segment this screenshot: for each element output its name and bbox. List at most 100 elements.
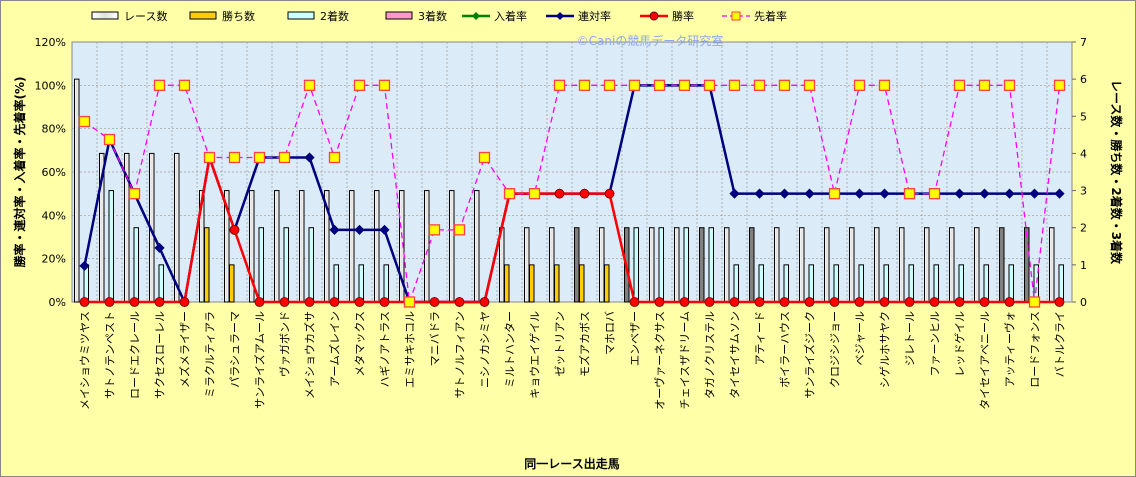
race-count-bar bbox=[424, 190, 430, 303]
race-count-bar bbox=[949, 227, 955, 303]
win-rate-point bbox=[454, 297, 465, 307]
win-rate-point bbox=[754, 297, 765, 307]
legend-label: 3着数 bbox=[418, 9, 447, 23]
win-rate-point bbox=[129, 297, 140, 307]
senchaku-rate-point bbox=[703, 79, 716, 91]
win-rate-point bbox=[954, 297, 965, 307]
x-tick-label: ロードフォンス bbox=[1029, 311, 1042, 388]
second-count-bar bbox=[333, 264, 339, 303]
senchaku-rate-point bbox=[628, 79, 641, 91]
race-count-bar bbox=[224, 190, 230, 303]
senchaku-rate-point bbox=[428, 224, 441, 236]
race-count-bar bbox=[874, 227, 880, 303]
legend-label: 2着数 bbox=[320, 9, 349, 23]
race-count-bar bbox=[749, 227, 755, 303]
y-left-tick-label: 20% bbox=[42, 253, 66, 266]
x-tick-label: ボイラーハウス bbox=[779, 311, 792, 388]
win-rate-point bbox=[979, 297, 990, 307]
win-rate-point bbox=[479, 297, 490, 307]
senchaku-rate-point bbox=[528, 188, 541, 200]
win-rate-point bbox=[679, 297, 690, 307]
second-count-bar bbox=[658, 227, 664, 303]
senchaku-rate-point bbox=[178, 79, 191, 91]
win-rate-point bbox=[329, 297, 340, 307]
second-count-bar bbox=[833, 264, 839, 303]
second-count-bar bbox=[683, 227, 689, 303]
senchaku-rate-point bbox=[1053, 79, 1066, 91]
x-tick-label: ゼットリアン bbox=[554, 311, 567, 377]
senchaku-rate-point bbox=[403, 296, 416, 308]
senchaku-rate-line bbox=[84, 83, 1061, 303]
second-count-bar bbox=[633, 227, 639, 303]
second-count-bar bbox=[883, 264, 889, 303]
y-left-tick-label: 40% bbox=[42, 209, 66, 222]
win-count-bar bbox=[604, 264, 610, 303]
win-rate-point bbox=[79, 297, 90, 307]
senchaku-rate-point bbox=[278, 151, 291, 164]
win-rate-point bbox=[279, 297, 290, 307]
win-rate-point bbox=[704, 297, 715, 307]
senchaku-rate-point bbox=[328, 151, 341, 164]
legend: レース数 勝ち数 2着数 3着数 入着率 連対率 勝率 先着率 bbox=[91, 9, 787, 23]
y-axis-left-title: 勝率・連対率・入着率・先着率(%) bbox=[12, 77, 27, 268]
second-count-bar bbox=[708, 227, 714, 303]
race-count-bar bbox=[974, 227, 980, 303]
rentai-rate-point bbox=[779, 188, 790, 199]
race-count-bar bbox=[374, 190, 380, 303]
second-count-bar bbox=[758, 264, 764, 303]
win-rate-point bbox=[929, 297, 940, 307]
y-axis-right-title: レース数・勝ち数・2着数・3着数 bbox=[1109, 80, 1124, 265]
axis-ticks: 0% 20% 40% 60% 80% 100% 120% 0 1 2 3 4 5 6 7 bbox=[35, 36, 1087, 309]
race-count-bar bbox=[349, 190, 355, 303]
win-rate-point bbox=[354, 297, 365, 307]
x-tick-label: メイショウカズサ bbox=[303, 311, 317, 399]
x-tick-label: ハギノアトラス bbox=[379, 311, 392, 387]
race-count-bar bbox=[1024, 227, 1030, 303]
rentai-rate-point bbox=[154, 242, 165, 253]
y-right-tick-label: 2 bbox=[1080, 222, 1087, 235]
race-count-bar bbox=[674, 227, 680, 303]
senchaku-rate-point bbox=[953, 79, 966, 91]
race-count-bar bbox=[699, 227, 705, 303]
x-tick-label: モズアカボス bbox=[578, 311, 592, 377]
rentai-rate-point bbox=[79, 260, 90, 271]
senchaku-rate-point bbox=[578, 79, 591, 91]
race-count-bar bbox=[799, 227, 805, 303]
senchaku-rate-point bbox=[103, 133, 116, 146]
race-count-bar bbox=[599, 227, 605, 303]
win-rate-point bbox=[804, 297, 815, 307]
x-tick-label: サトノルフィアン bbox=[454, 311, 467, 398]
rentai-rate-point bbox=[754, 188, 765, 199]
legend-marker-7 bbox=[731, 11, 741, 21]
win-rate-point bbox=[904, 297, 915, 307]
legend-swatch-1 bbox=[189, 11, 217, 20]
x-tick-label: タガノクリステル bbox=[704, 311, 717, 399]
x-tick-label: ジレトール bbox=[904, 311, 917, 366]
second-count-bar bbox=[908, 264, 914, 303]
second-count-bar bbox=[108, 190, 114, 303]
senchaku-rate-point bbox=[228, 151, 241, 164]
rentai-rate-point bbox=[854, 188, 865, 199]
x-tick-label: パラシュラーマ bbox=[229, 311, 242, 388]
race-count-bar bbox=[1049, 227, 1055, 303]
x-tick-label: ヴァガボンド bbox=[278, 311, 292, 377]
win-rate-point bbox=[729, 297, 740, 307]
y-right-tick-label: 1 bbox=[1080, 259, 1087, 272]
x-tick-label: タイセイサムソン bbox=[729, 311, 742, 399]
senchaku-rate-point bbox=[553, 79, 566, 91]
race-count-bar bbox=[249, 190, 255, 303]
legend-marker-4 bbox=[472, 12, 480, 20]
x-tick-label: オーヴァーネクサス bbox=[653, 311, 667, 410]
senchaku-rate-point bbox=[1003, 79, 1016, 91]
win-rate-point bbox=[779, 297, 790, 307]
x-tick-label: クロジシジョー bbox=[829, 311, 842, 388]
race-count-bar bbox=[449, 190, 455, 303]
y-right-tick-label: 6 bbox=[1080, 73, 1087, 86]
y-right-tick-label: 5 bbox=[1080, 110, 1087, 123]
senchaku-rate-point bbox=[828, 188, 841, 200]
win-rate-point bbox=[104, 297, 115, 307]
win-count-bar bbox=[554, 264, 560, 303]
win-count-bar bbox=[504, 264, 510, 303]
x-tick-label: メタマックス bbox=[354, 311, 367, 377]
